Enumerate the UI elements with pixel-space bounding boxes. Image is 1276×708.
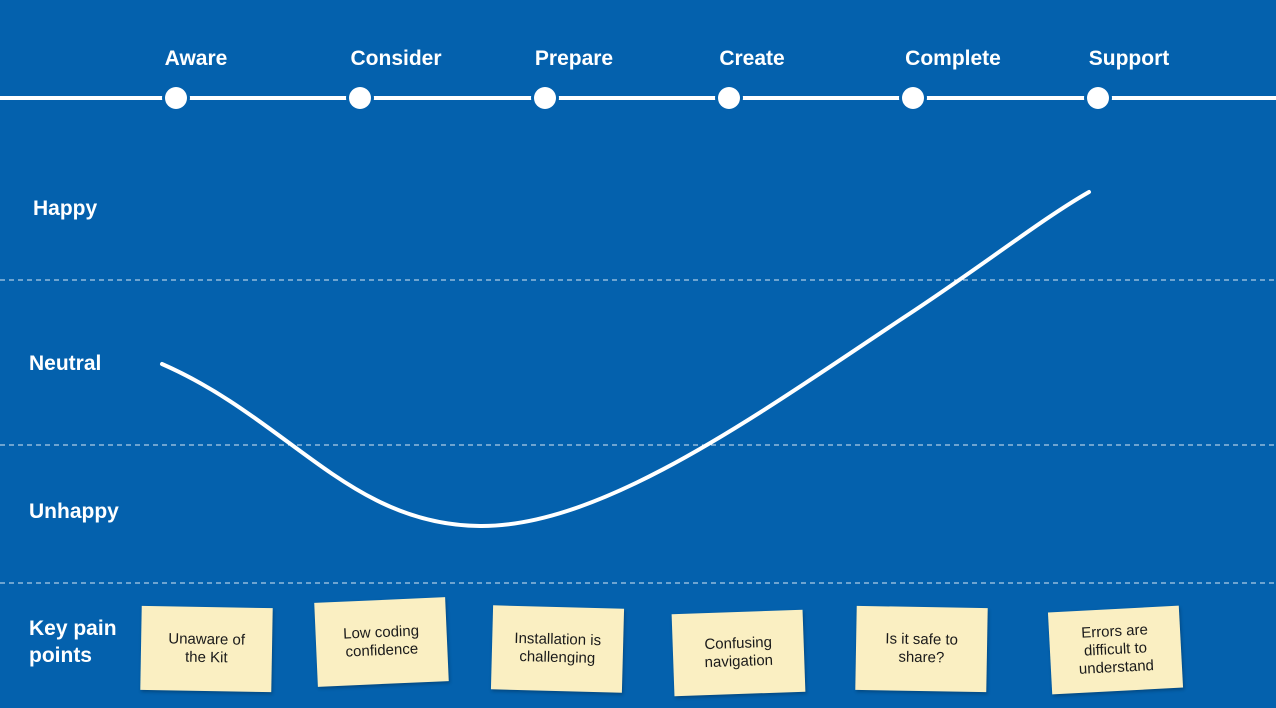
note-line: share? [898, 648, 945, 667]
row-label-unhappy: Unhappy [29, 500, 119, 523]
pain-points-label-line2: points [29, 644, 92, 667]
note-line: understand [1078, 657, 1155, 678]
note-line: challenging [519, 648, 596, 667]
note-line: Is it safe to [885, 630, 959, 649]
stage-label-create: Create [719, 47, 785, 70]
stage-node-support [1087, 87, 1109, 109]
note-line: Installation is [514, 629, 602, 650]
emotion-curve [160, 190, 1091, 529]
pain-point-note-support: Errors are difficult to understand [1047, 605, 1184, 695]
note-line: Confusing [704, 633, 773, 654]
note-line: confidence [345, 640, 419, 661]
note-line: the Kit [184, 648, 228, 667]
stage-node-aware [165, 87, 187, 109]
pain-point-note-consider: Low coding confidence [314, 597, 449, 687]
pain-point-note-create: Confusing navigation [671, 609, 806, 697]
stage-label-support: Support [1088, 47, 1170, 70]
pain-point-note-aware: Unaware of the Kit [140, 605, 273, 693]
pain-point-note-complete: Is it safe to share? [855, 605, 988, 693]
row-label-happy: Happy [33, 197, 98, 220]
row-label-neutral: Neutral [29, 352, 102, 375]
row-label-pain-points: Key pain points [29, 615, 117, 669]
stage-node-prepare [534, 87, 556, 109]
timeline-nodes [162, 84, 1112, 112]
stage-label-prepare: Prepare [534, 47, 614, 70]
stage-label-aware: Aware [164, 47, 228, 70]
stage-node-complete [902, 87, 924, 109]
stage-label-consider: Consider [350, 47, 442, 70]
pain-points-label-line1: Key pain [29, 617, 117, 640]
note-line: Unaware of [168, 630, 246, 649]
pain-point-note-prepare: Installation is challenging [490, 605, 625, 693]
note-line: navigation [704, 651, 774, 672]
stage-node-create [718, 87, 740, 109]
stage-node-consider [349, 87, 371, 109]
stage-label-complete: Complete [905, 47, 1001, 70]
